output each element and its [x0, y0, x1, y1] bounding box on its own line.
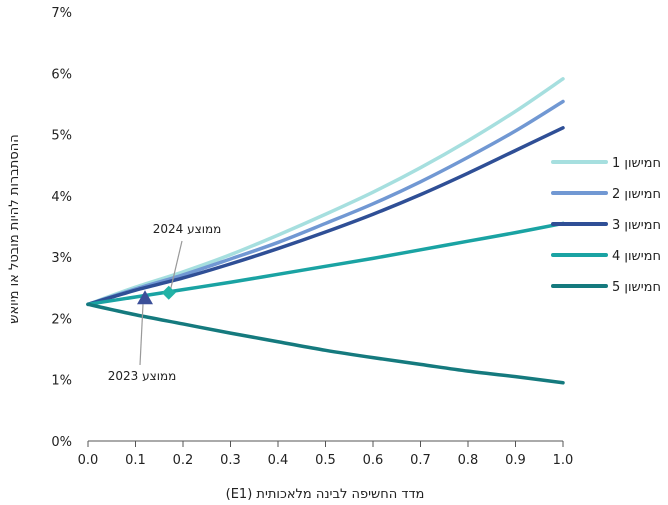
annotation-leader-2023	[139, 304, 144, 366]
legend: חמישון 1 חמישון 2 חמישון 3 חמישון 4 חמישון 5	[551, 156, 661, 295]
y-tick-label: 5%	[51, 129, 72, 144]
series-lines	[86, 77, 565, 385]
x-tick-label: 0.4	[268, 453, 289, 468]
series-line-3	[86, 126, 565, 307]
legend-label: חמישון 5	[612, 280, 661, 295]
y-tick-label: 0%	[51, 435, 72, 450]
triangle-marker	[137, 290, 153, 305]
y-tick-label: 1%	[51, 374, 72, 389]
series-line-1	[86, 77, 565, 307]
annotations: ממוצע 2024 ממוצע 2023	[108, 222, 222, 383]
x-tick-label: 0.6	[363, 453, 384, 468]
x-tick-label: 0.0	[78, 453, 99, 468]
x-tick-label: 0.2	[173, 453, 194, 468]
y-tick-label: 6%	[51, 67, 72, 82]
series-line-2	[86, 99, 565, 307]
annotation-label-2024: ממוצע 2024	[153, 222, 222, 236]
legend-label: חמישון 2	[612, 187, 661, 202]
diamond-marker	[161, 285, 176, 300]
x-tick-label: 0.9	[505, 453, 526, 468]
x-tick-label: 0.3	[220, 453, 241, 468]
x-tick-label: 0.8	[458, 453, 479, 468]
y-tick-label: 3%	[51, 251, 72, 266]
y-tick-label: 2%	[51, 312, 72, 327]
y-axis-ticks: 0% 1% 2% 3% 4% 5% 6% 7%	[51, 6, 72, 450]
y-tick-label: 4%	[51, 190, 72, 205]
x-tick-label: 0.7	[410, 453, 431, 468]
legend-label: חמישון 3	[612, 218, 661, 233]
annotation-leader-2024	[170, 240, 183, 289]
y-axis-title: ההסתברות להיות מובטל או מיואש	[7, 134, 22, 323]
x-tick-label: 1.0	[553, 453, 574, 468]
y-tick-label: 7%	[51, 6, 72, 21]
average-markers	[137, 285, 176, 305]
x-tick-label: 0.5	[315, 453, 336, 468]
legend-label: חמישון 1	[612, 156, 661, 171]
x-axis-ticks: 0.0 0.1 0.2 0.3 0.4 0.5 0.6 0.7 0.8 0.9 1.0	[78, 441, 574, 468]
annotation-label-2023: ממוצע 2023	[108, 369, 177, 383]
series-line-5	[86, 302, 565, 385]
x-axis-title: מדד החשיפה לבינה מלאכותית (E1)	[226, 487, 425, 502]
x-tick-label: 0.1	[125, 453, 146, 468]
legend-label: חמישון 4	[612, 249, 661, 264]
